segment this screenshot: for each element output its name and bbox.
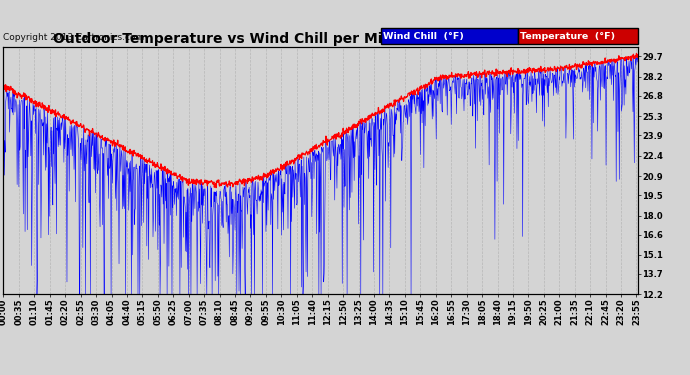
- FancyBboxPatch shape: [381, 28, 518, 44]
- Text: Wind Chill  (°F): Wind Chill (°F): [383, 32, 464, 41]
- Title: Outdoor Temperature vs Wind Chill per Minute (24 Hours) 20130317: Outdoor Temperature vs Wind Chill per Mi…: [53, 32, 589, 46]
- Text: Copyright 2013 Cartronics.com: Copyright 2013 Cartronics.com: [3, 33, 145, 42]
- FancyBboxPatch shape: [518, 28, 638, 44]
- Text: Temperature  (°F): Temperature (°F): [520, 32, 615, 41]
